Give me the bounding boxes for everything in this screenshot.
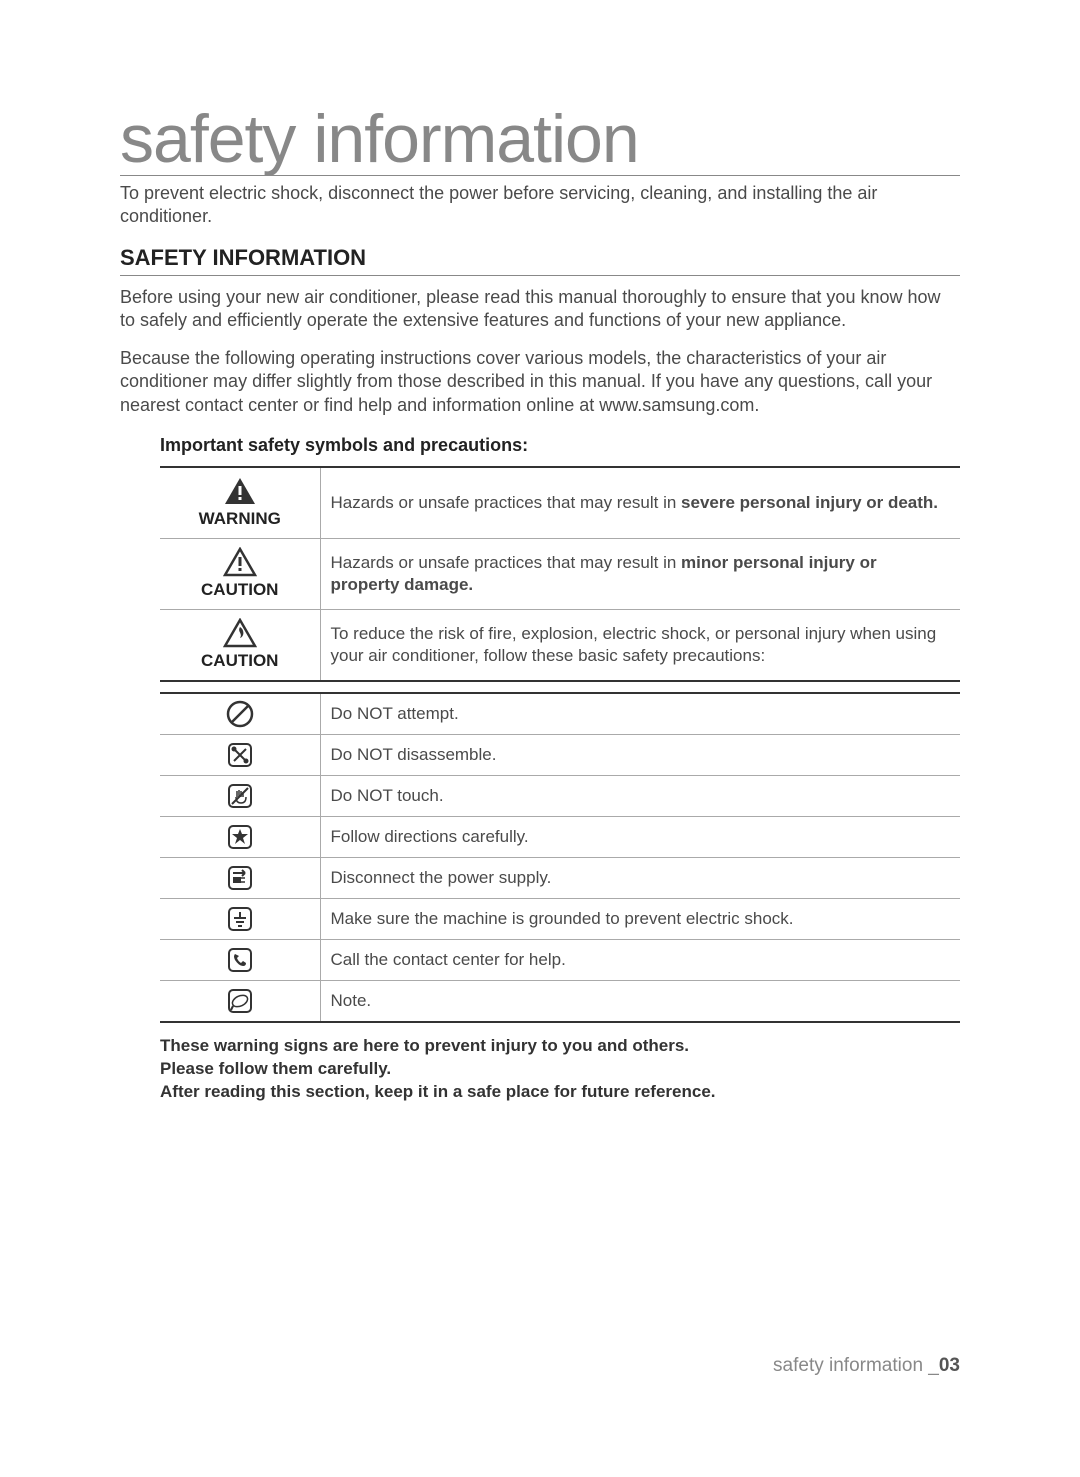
caution-desc: Hazards or unsafe practices that may res… <box>320 539 960 610</box>
symbol-cell <box>160 858 320 899</box>
footer: safety information _03 <box>773 1355 960 1377</box>
symbol-text: Make sure the machine is grounded to pre… <box>320 899 960 940</box>
symbol-cell <box>160 776 320 817</box>
table-row: CAUTION To reduce the risk of fire, expl… <box>160 610 960 682</box>
caution-desc-pre: Hazards or unsafe practices that may res… <box>331 553 682 572</box>
warning-desc: Hazards or unsafe practices that may res… <box>320 467 960 539</box>
bottom-note-line: After reading this section, keep it in a… <box>160 1081 960 1104</box>
symbol-cell <box>160 735 320 776</box>
symbol-text: Do NOT attempt. <box>320 693 960 735</box>
bottom-note-line: These warning signs are here to prevent … <box>160 1035 960 1058</box>
table-row: Note. <box>160 981 960 1023</box>
symbol-cell <box>160 899 320 940</box>
table-row: Disconnect the power supply. <box>160 858 960 899</box>
table-row: CAUTION Hazards or unsafe practices that… <box>160 539 960 610</box>
warning-desc-pre: Hazards or unsafe practices that may res… <box>331 493 682 512</box>
symbol-text: Note. <box>320 981 960 1023</box>
bottom-notes: These warning signs are here to prevent … <box>160 1035 960 1104</box>
caution-fire-desc-pre: To reduce the risk of fire, explosion, e… <box>331 624 937 665</box>
table-row: WARNING Hazards or unsafe practices that… <box>160 467 960 539</box>
footer-page: 03 <box>939 1355 960 1376</box>
section-heading: SAFETY INFORMATION <box>120 245 960 276</box>
disconnect-power-icon <box>225 863 255 893</box>
symbol-text: Do NOT disassemble. <box>320 735 960 776</box>
table-row: Make sure the machine is grounded to pre… <box>160 899 960 940</box>
symbol-text: Disconnect the power supply. <box>320 858 960 899</box>
call-center-icon <box>225 945 255 975</box>
follow-directions-icon <box>225 822 255 852</box>
no-attempt-icon <box>225 699 255 729</box>
caution-fire-label: CAUTION <box>201 651 278 670</box>
page-title: safety information <box>120 105 960 176</box>
paragraph-2: Because the following operating instruct… <box>120 347 960 417</box>
symbol-cell <box>160 981 320 1023</box>
bottom-note-line: Please follow them carefully. <box>160 1058 960 1081</box>
subsection-heading: Important safety symbols and precautions… <box>160 435 960 456</box>
symbol-cell <box>160 693 320 735</box>
caution-fire-label-cell: CAUTION <box>160 610 320 682</box>
no-disassemble-icon <box>225 740 255 770</box>
note-icon <box>225 986 255 1016</box>
symbol-text: Do NOT touch. <box>320 776 960 817</box>
warning-label: WARNING <box>199 509 281 528</box>
warning-label-cell: WARNING <box>160 467 320 539</box>
warning-table: WARNING Hazards or unsafe practices that… <box>160 466 960 682</box>
caution-label: CAUTION <box>201 580 278 599</box>
symbol-cell <box>160 817 320 858</box>
table-row: Do NOT touch. <box>160 776 960 817</box>
symbol-cell <box>160 940 320 981</box>
symbol-table: Do NOT attempt. Do NOT disassemble. Do N… <box>160 692 960 1023</box>
table-row: Call the contact center for help. <box>160 940 960 981</box>
caution-fire-desc: To reduce the risk of fire, explosion, e… <box>320 610 960 682</box>
table-row: Do NOT attempt. <box>160 693 960 735</box>
warning-icon <box>223 476 257 506</box>
caution-label-cell: CAUTION <box>160 539 320 610</box>
table-row: Do NOT disassemble. <box>160 735 960 776</box>
footer-label: safety information _ <box>773 1355 939 1376</box>
no-touch-icon <box>225 781 255 811</box>
table-row: Follow directions carefully. <box>160 817 960 858</box>
paragraph-1: Before using your new air conditioner, p… <box>120 286 960 333</box>
caution-fire-icon <box>223 618 257 648</box>
symbol-text: Call the contact center for help. <box>320 940 960 981</box>
warning-desc-bold: severe personal injury or death. <box>681 493 938 512</box>
ground-icon <box>225 904 255 934</box>
caution-icon <box>223 547 257 577</box>
symbol-text: Follow directions carefully. <box>320 817 960 858</box>
intro-text: To prevent electric shock, disconnect th… <box>120 182 960 227</box>
